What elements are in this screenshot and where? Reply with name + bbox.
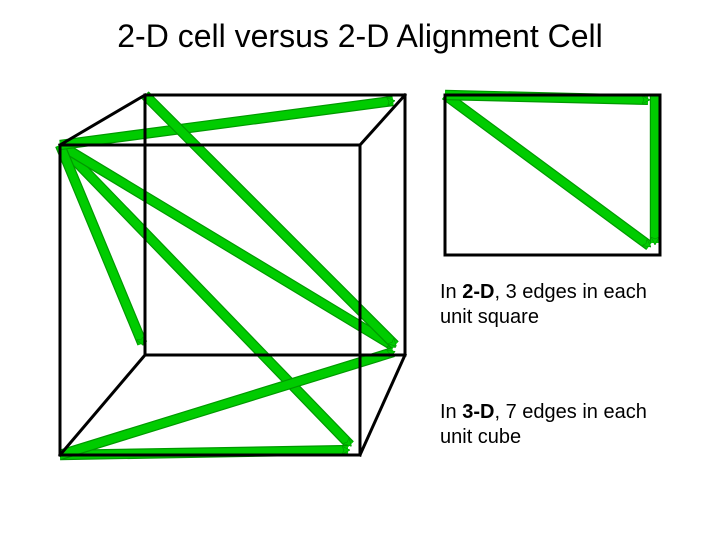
cap2d-bold: 2-D <box>462 281 494 303</box>
square-diagram <box>445 95 660 255</box>
slide: 2-D cell versus 2-D Alignment Cell In 2-… <box>0 0 720 540</box>
caption-3d: In 3-D, 7 edges in each unit cube <box>440 400 680 450</box>
cap3d-prefix: In <box>440 401 462 423</box>
diagram-canvas <box>0 0 720 540</box>
cap3d-bold: 3-D <box>462 401 494 423</box>
cube-arrows-back <box>60 95 395 455</box>
cap2d-prefix: In <box>440 281 462 303</box>
caption-2d: In 2-D, 3 edges in each unit square <box>440 280 660 330</box>
